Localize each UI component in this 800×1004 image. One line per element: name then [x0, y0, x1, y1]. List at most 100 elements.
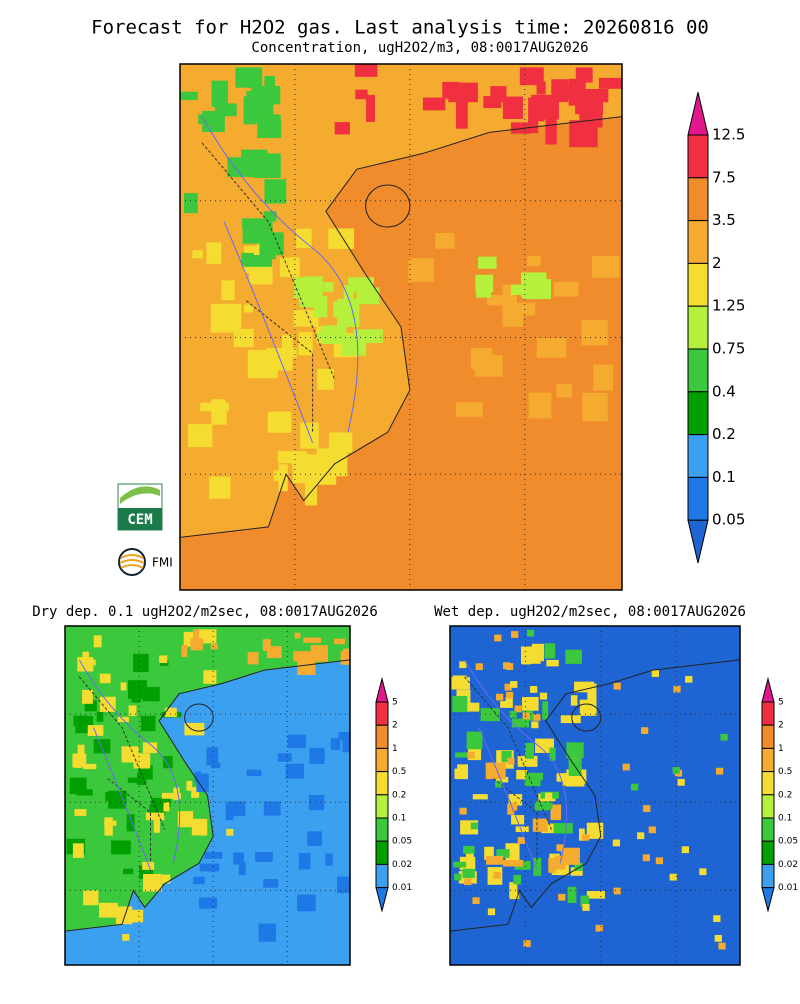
field-patch	[293, 651, 311, 662]
field-patch	[181, 644, 188, 658]
colorbar-arrow	[687, 92, 709, 136]
field-patch	[566, 742, 584, 759]
field-patch	[127, 680, 147, 699]
colorbar-box	[375, 724, 389, 749]
colorbar-box	[687, 348, 709, 393]
field-patch	[323, 282, 334, 292]
field-patch	[565, 649, 582, 664]
field-patch	[542, 701, 549, 720]
field-patch	[127, 777, 140, 784]
field-patch	[503, 662, 511, 670]
field-patch	[180, 91, 198, 101]
map-frame	[64, 625, 351, 966]
field-patch	[309, 747, 325, 764]
field-patch	[266, 646, 282, 659]
field-patch	[142, 742, 158, 754]
field-patch	[513, 874, 522, 885]
field-patch	[307, 831, 322, 846]
field-patch	[163, 756, 173, 769]
field-patch	[637, 832, 645, 840]
field-patch	[536, 337, 567, 358]
field-patch	[99, 902, 118, 918]
field-patch	[198, 825, 207, 836]
field-patch	[163, 802, 170, 812]
map-frame	[179, 63, 623, 591]
field-patch	[211, 80, 229, 108]
colorbar-label: 0.02	[392, 860, 412, 870]
field-patch	[105, 792, 112, 802]
field-patch	[252, 153, 281, 178]
field-patch	[366, 94, 375, 122]
field-patch	[196, 773, 209, 793]
field-patch	[501, 751, 512, 763]
field-patch	[93, 635, 102, 648]
colorbar-label: 0.5	[778, 767, 792, 777]
field-patch	[519, 67, 544, 86]
colorbar-label: 0.05	[778, 837, 798, 847]
field-patch	[533, 857, 542, 876]
field-patch	[556, 84, 569, 100]
colorbar-label: 0.2	[392, 790, 406, 800]
field-patch	[297, 894, 316, 912]
field-patch	[699, 868, 707, 876]
field-patch	[525, 772, 543, 781]
colorbar-label: 0.4	[712, 382, 736, 400]
field-patch	[264, 75, 275, 90]
field-patch	[131, 695, 142, 703]
field-patch	[128, 705, 137, 717]
colorbar-box	[687, 434, 709, 478]
field-patch	[472, 897, 480, 905]
field-patch	[330, 738, 341, 751]
colorbar-box	[687, 134, 709, 179]
field-patch	[720, 733, 728, 741]
field-patch	[672, 767, 680, 774]
field-patch	[77, 744, 85, 754]
field-patch	[459, 807, 467, 815]
field-patch	[509, 710, 517, 718]
field-patch	[524, 779, 541, 787]
field-patch	[452, 695, 468, 713]
field-patch	[490, 86, 507, 103]
field-patch	[570, 867, 583, 876]
field-patch	[244, 255, 273, 267]
field-patch	[184, 722, 205, 736]
field-patch	[293, 309, 319, 327]
field-patch	[525, 742, 534, 759]
field-patch	[211, 399, 226, 417]
field-patch	[247, 349, 278, 379]
field-patch	[308, 794, 325, 811]
field-patch	[565, 779, 585, 787]
field-patch	[476, 283, 491, 298]
colorbar-label: 2	[712, 254, 722, 272]
colorbar-arrow	[375, 676, 389, 703]
colorbar-box	[375, 794, 389, 819]
field-patch	[164, 707, 177, 717]
field-patch	[192, 250, 204, 259]
colorbar-box	[761, 771, 775, 796]
field-patch	[508, 794, 523, 806]
coastline	[65, 660, 350, 931]
field-patch	[522, 696, 539, 711]
field-patch	[246, 769, 262, 776]
field-patch	[325, 853, 333, 866]
field-patch	[251, 114, 281, 124]
field-patch	[188, 424, 213, 448]
field-patch	[267, 411, 292, 433]
field-patch	[247, 652, 259, 665]
colorbar-box	[375, 817, 389, 842]
colorbar-box	[375, 701, 389, 726]
field-patch	[328, 432, 353, 453]
colorbar-box	[375, 863, 389, 889]
field-patch	[435, 232, 455, 249]
field-patch	[495, 776, 509, 783]
title: Forecast for H2O2 gas. Last analysis tim…	[91, 17, 709, 39]
field-patch	[613, 682, 621, 690]
colorbar-box	[761, 863, 775, 889]
field-patch	[586, 890, 605, 899]
panel-title: Wet dep. ugH2O2/m2sec, 08:0017AUG2026	[434, 604, 746, 620]
field-patch	[536, 81, 546, 95]
field-patch	[493, 871, 501, 879]
field-patch	[467, 751, 475, 759]
colorbar-box	[687, 391, 709, 436]
